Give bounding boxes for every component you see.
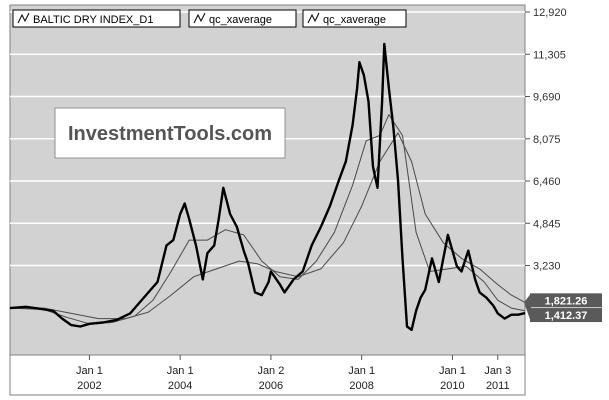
line-icon bbox=[17, 12, 30, 24]
last-value-price: 1,412.37 bbox=[545, 310, 588, 322]
x-axis: Jan 1 2002 Jan 1 2004 Jan 2 2006 Jan 1 2008 Jan … bbox=[76, 355, 511, 392]
legend-label: BALTIC DRY INDEX_D1 bbox=[33, 14, 153, 26]
x-tick-label: Jan 1 bbox=[439, 365, 466, 377]
x-tick-label: 2011 bbox=[486, 380, 510, 392]
watermark: InvestmentTools.com bbox=[54, 107, 286, 159]
x-tick-label: 2010 bbox=[440, 380, 464, 392]
y-tick-label: 12,920 bbox=[533, 7, 567, 19]
x-tick-label: 2008 bbox=[349, 380, 373, 392]
y-tick-label: 4,845 bbox=[533, 218, 561, 230]
x-tick-label: Jan 2 bbox=[257, 365, 284, 377]
x-tick-label: 2006 bbox=[259, 380, 283, 392]
value-badges: 1,821.26 1,412.37 bbox=[524, 293, 602, 323]
ma-series-line bbox=[9, 114, 526, 325]
legend-label: qc_xaverage bbox=[323, 14, 386, 26]
x-tick-label: 2004 bbox=[168, 380, 192, 392]
legend: BALTIC DRY INDEX_D1 qc_xaverage qc_xaver… bbox=[12, 9, 407, 28]
y-tick-label: 3,230 bbox=[533, 261, 561, 273]
legend-item[interactable]: BALTIC DRY INDEX_D1 bbox=[12, 9, 181, 28]
x-axis-band bbox=[9, 354, 526, 396]
legend-item[interactable]: qc_xaverage bbox=[188, 9, 297, 28]
legend-item[interactable]: qc_xaverage bbox=[302, 9, 407, 28]
legend-label: qc_xaverage bbox=[209, 14, 272, 26]
x-tick-label: Jan 1 bbox=[76, 365, 103, 377]
line-icon bbox=[307, 12, 320, 24]
series-lines bbox=[9, 42, 526, 332]
y-tick-label: 8,075 bbox=[533, 134, 561, 146]
x-tick-label: 2002 bbox=[77, 380, 101, 392]
price-series-line bbox=[9, 42, 526, 332]
y-tick-label: 6,460 bbox=[533, 176, 561, 188]
watermark-text: InvestmentTools.com bbox=[68, 123, 272, 145]
plot-area bbox=[9, 4, 526, 356]
x-tick-label: Jan 1 bbox=[348, 365, 375, 377]
value-badge: 1,821.26 bbox=[524, 293, 602, 323]
y-axis: 12,920 11,305 9,690 8,075 6,460 4,845 3,230 bbox=[525, 7, 567, 273]
x-tick-label: Jan 3 bbox=[484, 365, 511, 377]
y-tick-label: 11,305 bbox=[533, 49, 566, 61]
x-tick-label: Jan 1 bbox=[167, 365, 194, 377]
last-value-ma: 1,821.26 bbox=[545, 295, 588, 307]
value-badge: 1,412.37 bbox=[530, 308, 602, 323]
line-icon bbox=[193, 12, 206, 24]
y-tick-label: 9,690 bbox=[533, 92, 561, 104]
